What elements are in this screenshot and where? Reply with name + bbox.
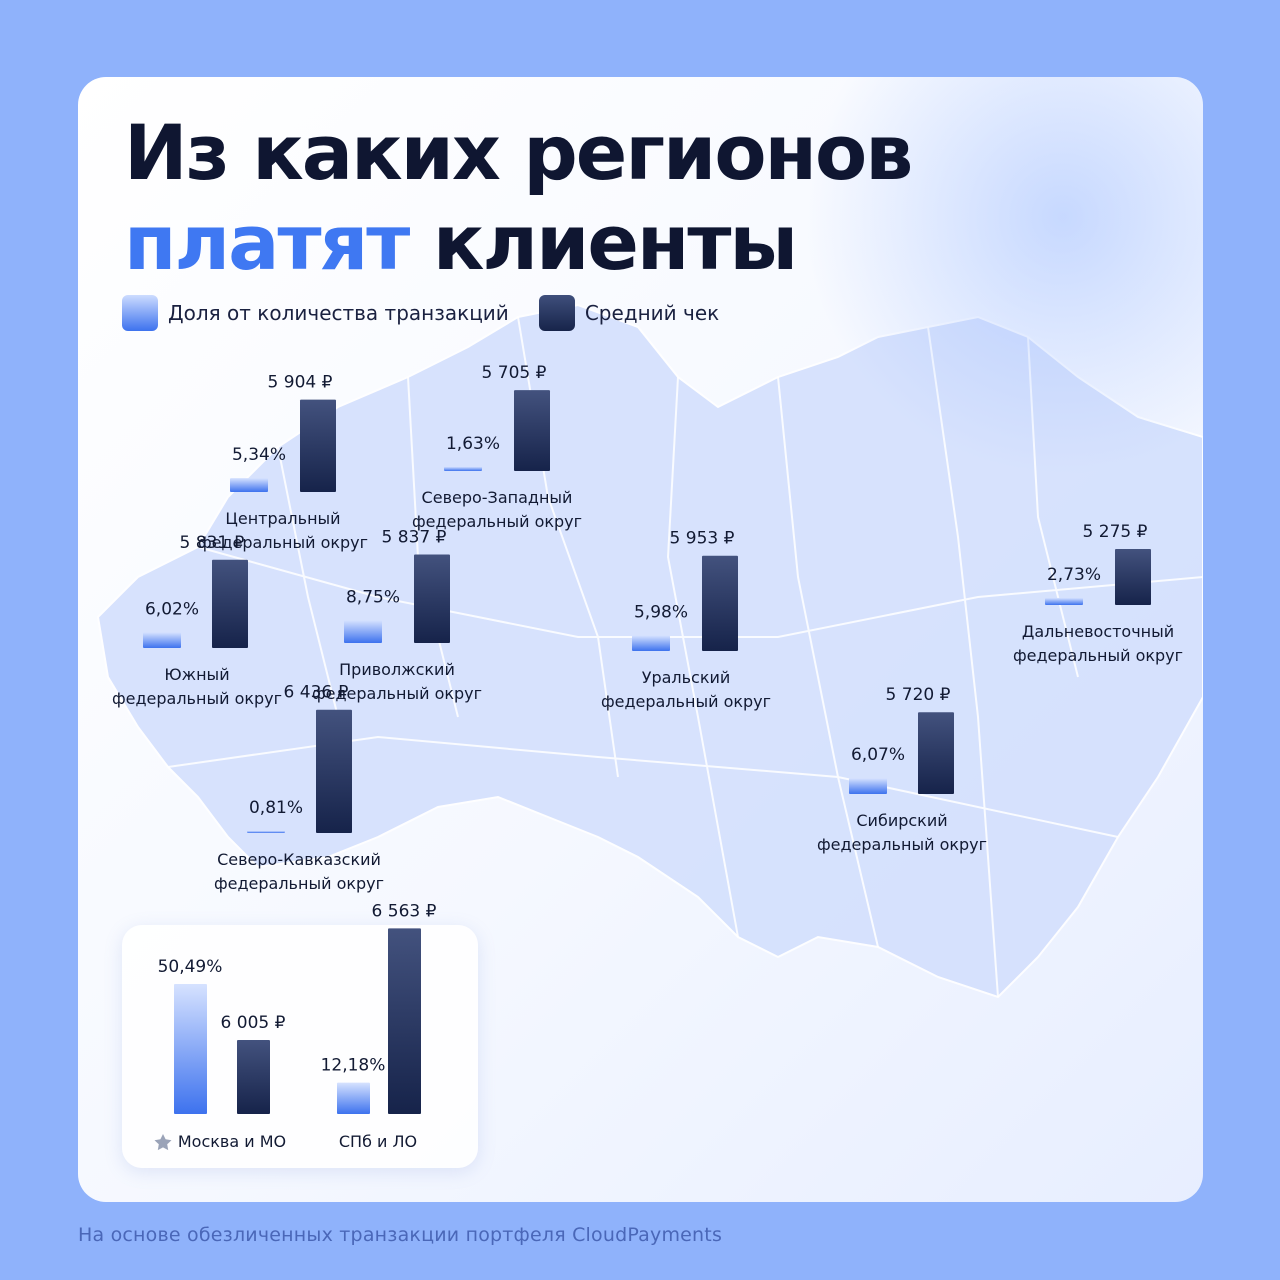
avg-check-bar xyxy=(237,1040,270,1114)
title-line-2-rest: клиенты xyxy=(432,198,798,287)
share-value-label: 8,75% xyxy=(346,587,400,607)
region-name-label: федеральный округ xyxy=(412,512,582,531)
legend-label-share: Доля от количества транзакций xyxy=(168,301,509,325)
chart-legend: Доля от количества транзакций Средний че… xyxy=(122,295,719,331)
page-title: Из каких регионов платят клиенты xyxy=(124,108,913,288)
avg-check-value-label: 5 720 ₽ xyxy=(886,685,951,705)
avg-check-bar xyxy=(414,554,450,643)
city-bar-groups: 50,49% 6 005 ₽ Москва и МО 12,18% 6 563 ₽ СПб… xyxy=(154,901,437,1151)
avg-check-value-label: 6 436 ₽ xyxy=(284,683,349,703)
title-line-1: Из каких регионов xyxy=(124,108,913,197)
region-name-label: федеральный округ xyxy=(214,874,384,893)
avg-check-value-label: 6 005 ₽ xyxy=(221,1013,286,1033)
share-bar xyxy=(632,635,670,651)
region-name-label: Северо-Кавказский xyxy=(217,850,381,869)
share-bar xyxy=(849,778,887,794)
star-icon xyxy=(154,1134,172,1151)
region-name-label: федеральный округ xyxy=(312,684,482,703)
share-value-label: 5,98% xyxy=(634,602,688,622)
region-name-label: федеральный округ xyxy=(601,692,771,711)
avg-check-bar xyxy=(388,928,421,1114)
region-group: 2,73% 5 275 ₽ Дальневосточный федеральный о… xyxy=(1013,522,1183,665)
region-group: 0,81% 6 436 ₽ Северо-Кавказский федеральный… xyxy=(214,683,384,893)
legend-swatch-check xyxy=(538,295,575,331)
avg-check-value-label: 5 705 ₽ xyxy=(482,363,547,383)
avg-check-bar xyxy=(514,390,550,471)
share-bar xyxy=(230,478,268,492)
share-value-label: 2,73% xyxy=(1047,565,1101,585)
region-name-label: федеральный округ xyxy=(112,689,282,708)
share-bar xyxy=(174,984,207,1114)
avg-check-bar xyxy=(316,709,352,833)
share-value-label: 6,07% xyxy=(851,745,905,765)
share-bar xyxy=(337,1082,370,1114)
avg-check-bar xyxy=(1115,549,1151,605)
avg-check-bar xyxy=(702,555,738,651)
region-group: 1,63% 5 705 ₽ Северо-Западный федеральный о… xyxy=(412,363,582,531)
legend-label-check: Средний чек xyxy=(584,301,720,325)
region-name-label: Дальневосточный xyxy=(1022,622,1174,641)
share-bar xyxy=(247,830,285,833)
share-value-label: 12,18% xyxy=(321,1056,386,1076)
region-name-label: федеральный округ xyxy=(1013,646,1183,665)
city-group: 50,49% 6 005 ₽ Москва и МО xyxy=(154,957,286,1151)
share-value-label: 50,49% xyxy=(158,957,223,977)
city-group: 12,18% 6 563 ₽ СПб и ЛО xyxy=(321,901,437,1151)
city-name-label: СПб и ЛО xyxy=(339,1132,417,1151)
region-name-label: федеральный округ xyxy=(817,835,987,854)
footnote: На основе обезличенных транзакции портфе… xyxy=(78,1224,723,1246)
share-value-label: 1,63% xyxy=(446,434,500,454)
avg-check-bar xyxy=(300,399,336,492)
avg-check-value-label: 5 837 ₽ xyxy=(382,527,447,547)
region-name-label: Уральский xyxy=(642,668,731,687)
share-value-label: 0,81% xyxy=(249,798,303,818)
avg-check-value-label: 5 831 ₽ xyxy=(180,533,245,553)
region-name-label: Южный xyxy=(164,665,229,684)
title-accent-word: платят xyxy=(124,198,410,287)
region-name-label: Центральный xyxy=(225,509,340,528)
region-group: 5,34% 5 904 ₽ Центральный федеральный округ xyxy=(198,373,368,552)
avg-check-value-label: 5 904 ₽ xyxy=(268,373,333,393)
region-bar-groups: 5,34% 5 904 ₽ Центральный федеральный округ… xyxy=(112,363,1183,893)
region-group: 6,02% 5 831 ₽ Южный федеральный округ xyxy=(112,533,282,708)
region-name-label: Приволжский xyxy=(339,660,455,679)
region-name-label: Сибирский xyxy=(856,811,947,830)
avg-check-value-label: 6 563 ₽ xyxy=(372,901,437,921)
city-name-label: Москва и МО xyxy=(178,1132,286,1151)
share-bar xyxy=(1045,597,1083,605)
region-group: 6,07% 5 720 ₽ Сибирский федеральный округ xyxy=(817,685,987,854)
share-bar xyxy=(143,632,181,648)
share-value-label: 5,34% xyxy=(232,445,286,465)
region-name-label: федеральный округ xyxy=(198,533,368,552)
region-name-label: Северо-Западный xyxy=(422,488,573,507)
avg-check-bar xyxy=(918,712,954,794)
share-bar xyxy=(444,466,482,471)
region-group: 5,98% 5 953 ₽ Уральский федеральный округ xyxy=(601,529,771,711)
share-value-label: 6,02% xyxy=(145,599,199,619)
share-bar xyxy=(344,620,382,643)
avg-check-value-label: 5 275 ₽ xyxy=(1083,522,1148,542)
region-group: 8,75% 5 837 ₽ Приволжский федеральный округ xyxy=(312,527,482,703)
avg-check-value-label: 5 953 ₽ xyxy=(670,529,735,549)
avg-check-bar xyxy=(212,559,248,648)
legend-swatch-share xyxy=(122,295,158,331)
